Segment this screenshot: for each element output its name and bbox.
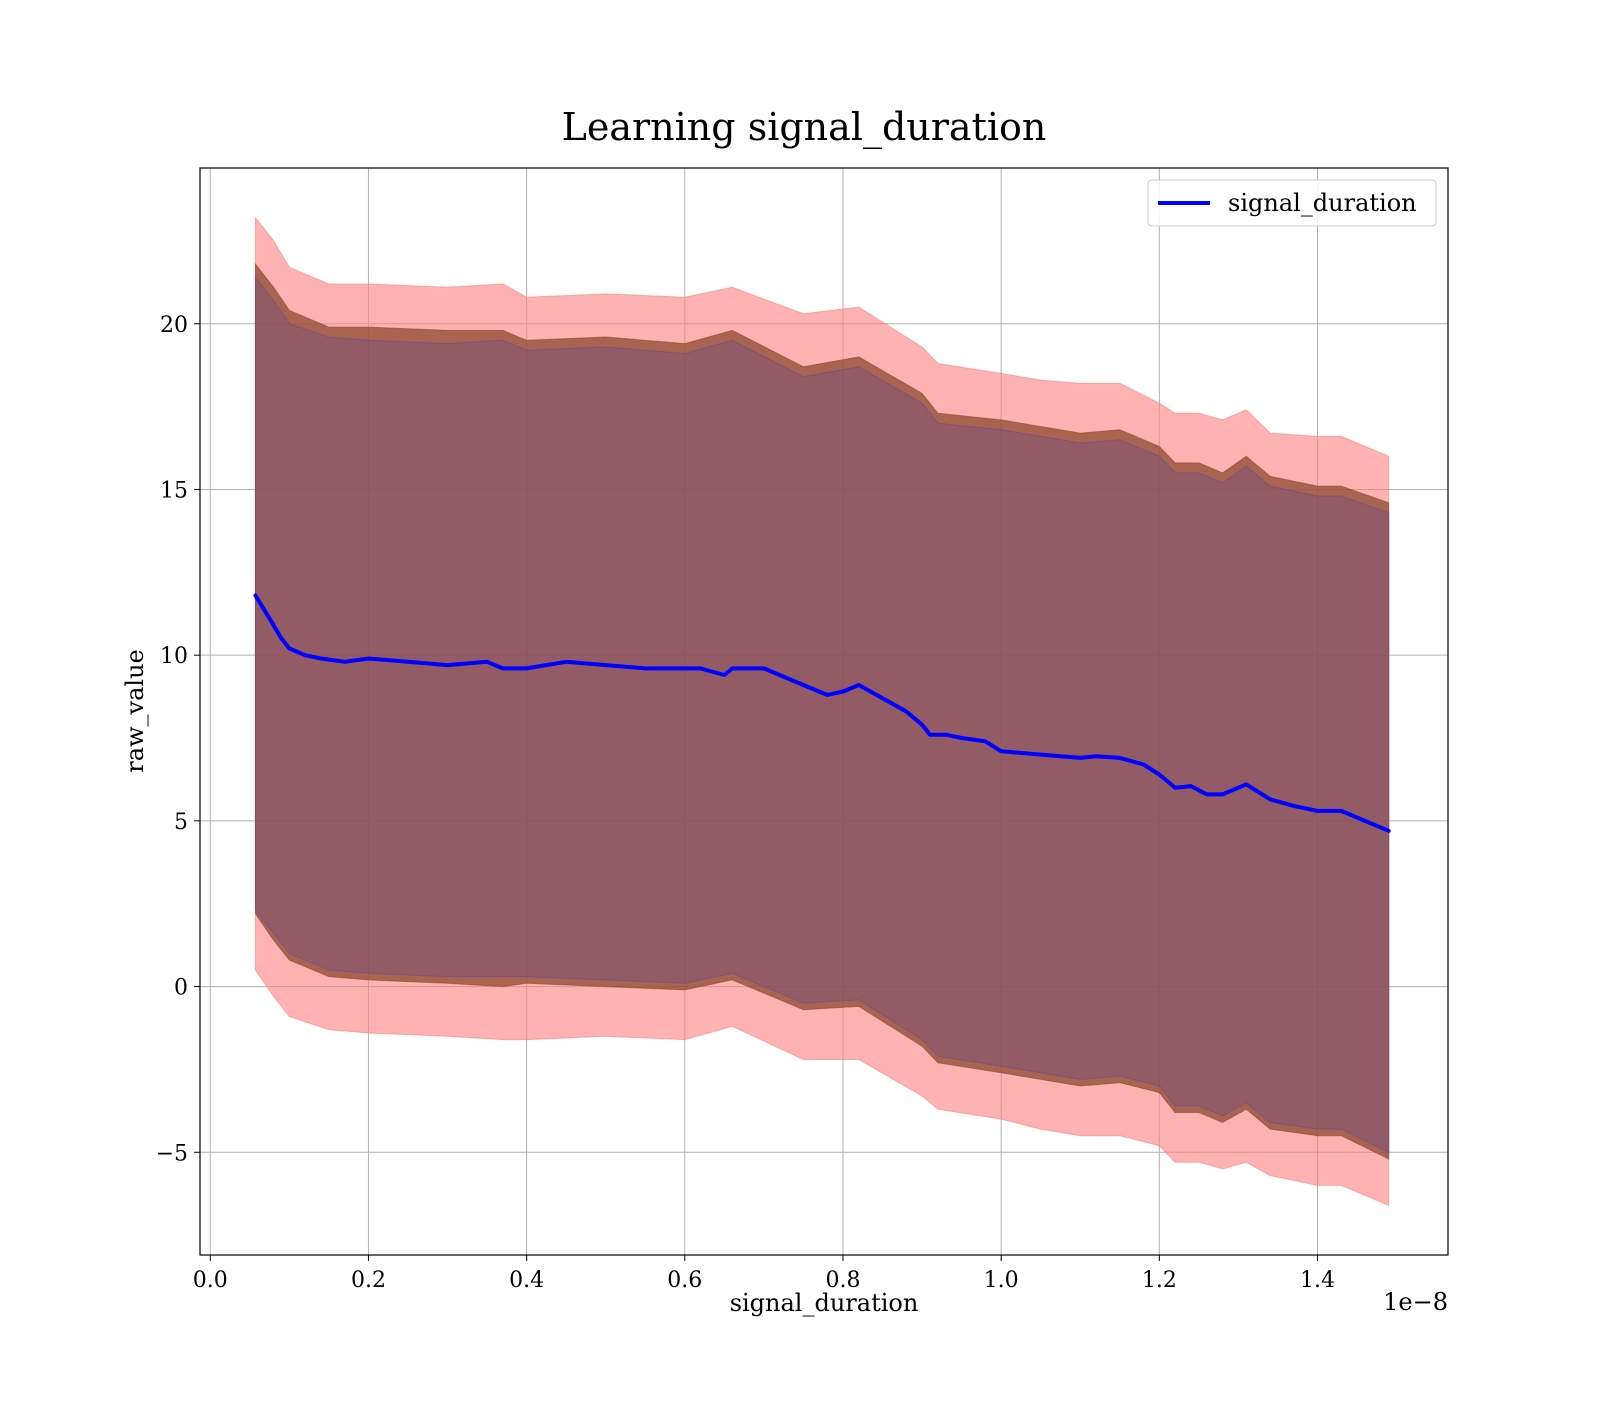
y-tick-label: 0 (174, 976, 188, 1001)
y-axis-label: raw_value (121, 649, 149, 773)
legend: signal_duration (1147, 179, 1437, 227)
x-tick-label: 0.8 (825, 1268, 860, 1293)
y-tick-label: 15 (160, 478, 188, 503)
series-lines (253, 593, 1391, 833)
confidence-band-2 (254, 262, 1390, 1160)
legend-label: signal_duration (1228, 189, 1417, 217)
x-tick-label: 0.4 (509, 1268, 544, 1293)
y-tick-label: −5 (156, 1141, 188, 1166)
x-axis-ticks: 0.0 0.2 0.4 0.6 0.8 1.0 1.2 1.4 (193, 1255, 1335, 1293)
y-tick-label: 5 (174, 810, 188, 835)
x-tick-label: 1.0 (984, 1268, 1019, 1293)
x-tick-label: 0.0 (193, 1268, 228, 1293)
x-tick-label: 0.2 (351, 1268, 386, 1293)
y-tick-label: 10 (160, 644, 188, 669)
confidence-band-3 (254, 275, 1390, 1154)
x-axis-offset-text: 1e−8 (1383, 1288, 1448, 1316)
x-tick-label: 0.6 (667, 1268, 702, 1293)
x-tick-label: 1.2 (1142, 1268, 1177, 1293)
y-axis-ticks: −5 0 5 10 15 20 (156, 313, 200, 1166)
confidence-bands (254, 216, 1390, 1207)
series-line-signal_duration (253, 593, 1391, 833)
x-axis-label: signal_duration (730, 1289, 919, 1317)
chart-title: Learning signal_duration (562, 105, 1047, 150)
y-tick-label: 20 (160, 313, 188, 338)
plot-frame (199, 167, 1449, 1256)
x-tick-label: 1.4 (1300, 1268, 1335, 1293)
legend-box (1147, 179, 1437, 227)
